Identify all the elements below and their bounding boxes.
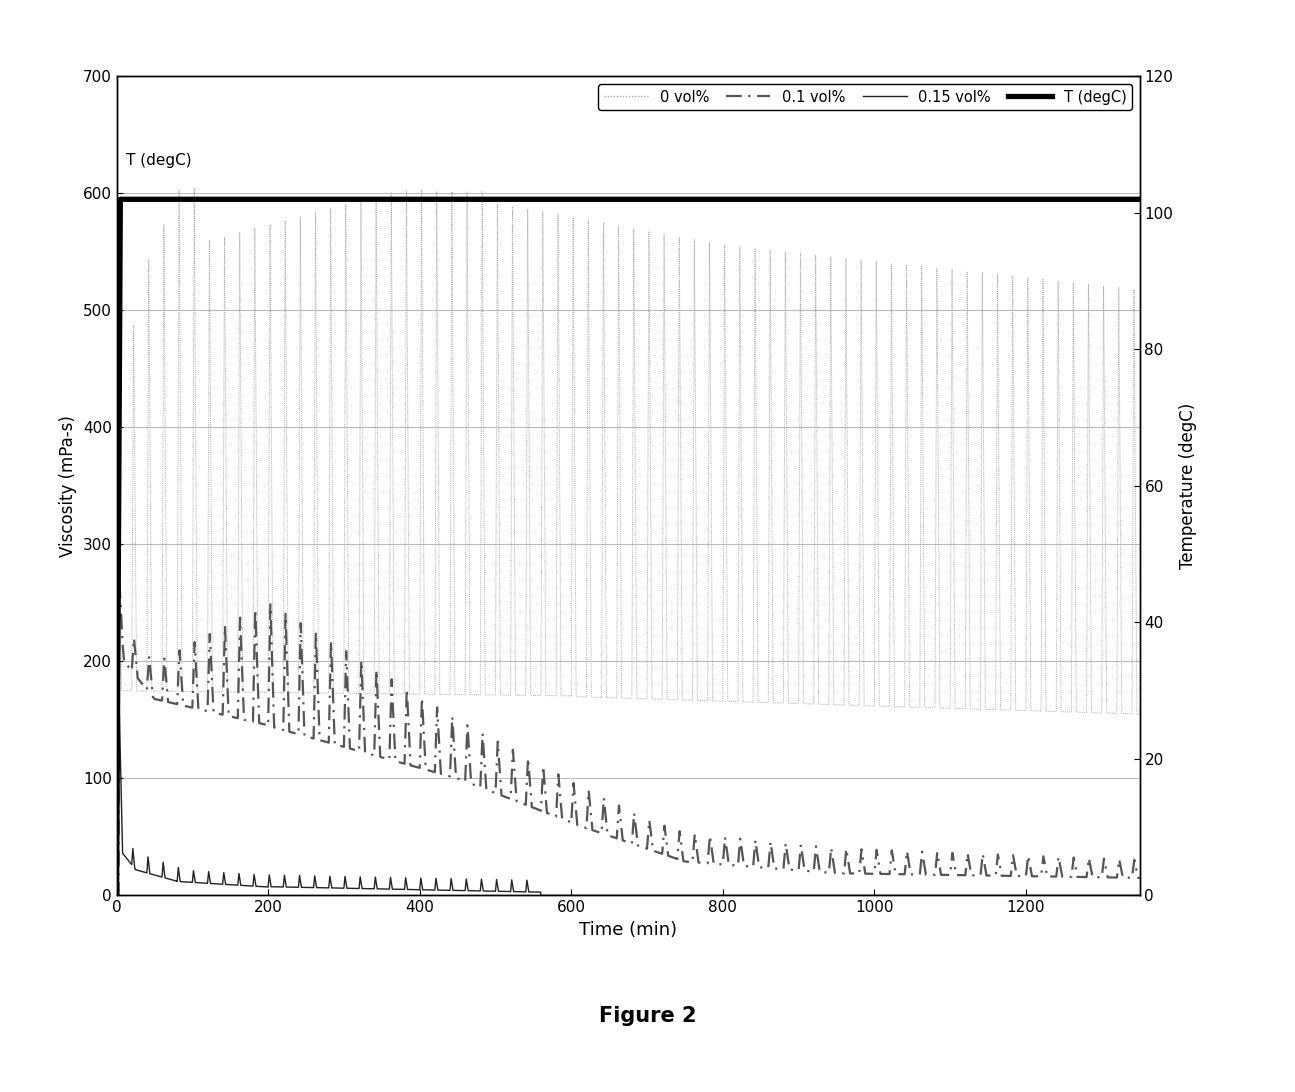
Y-axis label: Viscosity (mPa-s): Viscosity (mPa-s) xyxy=(60,415,78,557)
Text: T (degC): T (degC) xyxy=(126,153,192,168)
Text: Figure 2: Figure 2 xyxy=(598,1006,697,1025)
Y-axis label: Temperature (degC): Temperature (degC) xyxy=(1178,403,1197,569)
X-axis label: Time (min): Time (min) xyxy=(579,921,677,939)
Legend: 0 vol%, 0.1 vol%, 0.15 vol%, T (degC): 0 vol%, 0.1 vol%, 0.15 vol%, T (degC) xyxy=(598,84,1132,110)
